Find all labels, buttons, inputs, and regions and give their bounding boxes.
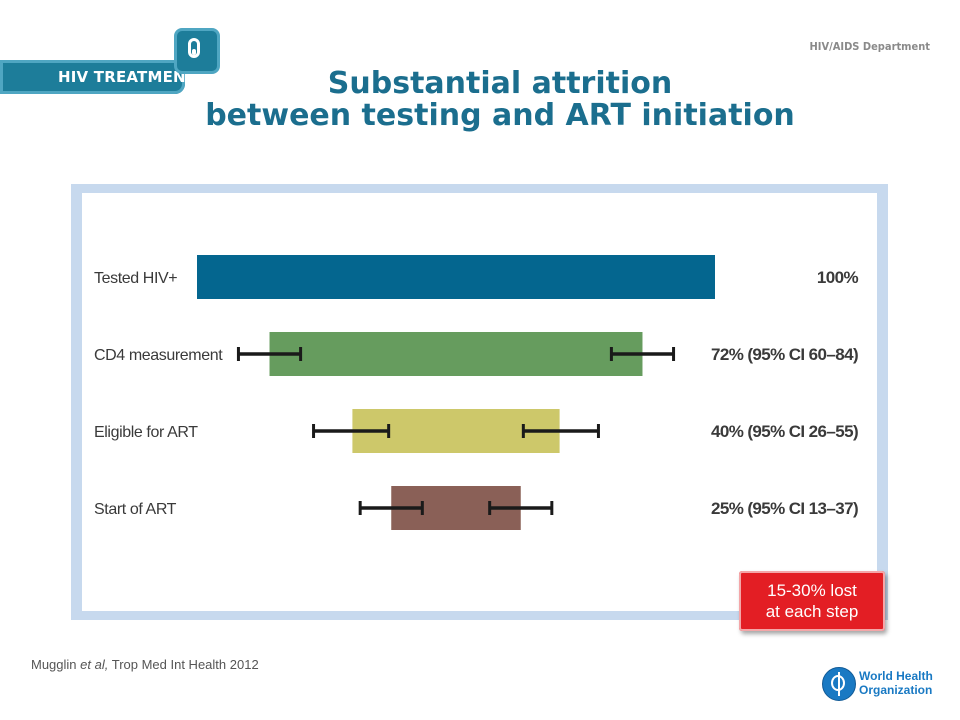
category-label-start-of-art: Start of ART bbox=[94, 501, 177, 518]
who-logo: World Health Organization bbox=[822, 667, 942, 701]
title-line-2: between testing and ART initiation bbox=[205, 98, 795, 133]
chart-panel: Tested HIV+ 100% CD4 measurement 72% (95% C… bbox=[82, 193, 877, 611]
hiv-treatment-badge: HIV TREATMENT bbox=[0, 60, 196, 94]
value-label-start-of-art: 25% (95% CI 13–37) bbox=[711, 499, 858, 518]
chart-frame: Tested HIV+ 100% CD4 measurement 72% (95% C… bbox=[71, 184, 888, 620]
callout-line-1: 15-30% lost bbox=[767, 581, 857, 600]
citation-authors: Mugglin bbox=[31, 657, 77, 672]
page-title: Substantial attrition between testing an… bbox=[0, 68, 960, 132]
citation-etal: et al, bbox=[80, 657, 109, 672]
attrition-callout: 15-30% lost at each step bbox=[739, 571, 885, 631]
title-line-1: Substantial attrition bbox=[327, 66, 673, 101]
category-label-tested-hiv: Tested HIV+ bbox=[94, 270, 177, 287]
bar-tested-hiv bbox=[197, 255, 715, 299]
who-wordmark: World Health Organization bbox=[859, 669, 933, 697]
value-label-tested-hiv: 100% bbox=[817, 268, 859, 287]
attrition-chart: Tested HIV+ 100% CD4 measurement 72% (95% C… bbox=[94, 255, 859, 530]
value-label-cd4-measurement: 72% (95% CI 60–84) bbox=[711, 345, 858, 364]
citation: Mugglin et al, Trop Med Int Health 2012 bbox=[31, 657, 259, 672]
who-line-1: World Health bbox=[859, 669, 933, 683]
department-label: HIV/AIDS Department bbox=[809, 40, 930, 53]
bar-cd4-measurement bbox=[269, 332, 643, 376]
citation-source: Trop Med Int Health 2012 bbox=[111, 657, 259, 672]
value-label-eligible-for-art: 40% (95% CI 26–55) bbox=[711, 422, 858, 441]
badge-label: HIV TREATMENT bbox=[58, 68, 197, 86]
pill-icon bbox=[174, 28, 220, 74]
category-label-eligible-for-art: Eligible for ART bbox=[94, 424, 198, 441]
who-emblem-icon bbox=[822, 667, 856, 701]
category-label-cd4-measurement: CD4 measurement bbox=[94, 347, 223, 364]
who-line-2: Organization bbox=[859, 683, 933, 697]
callout-line-2: at each step bbox=[765, 602, 859, 621]
